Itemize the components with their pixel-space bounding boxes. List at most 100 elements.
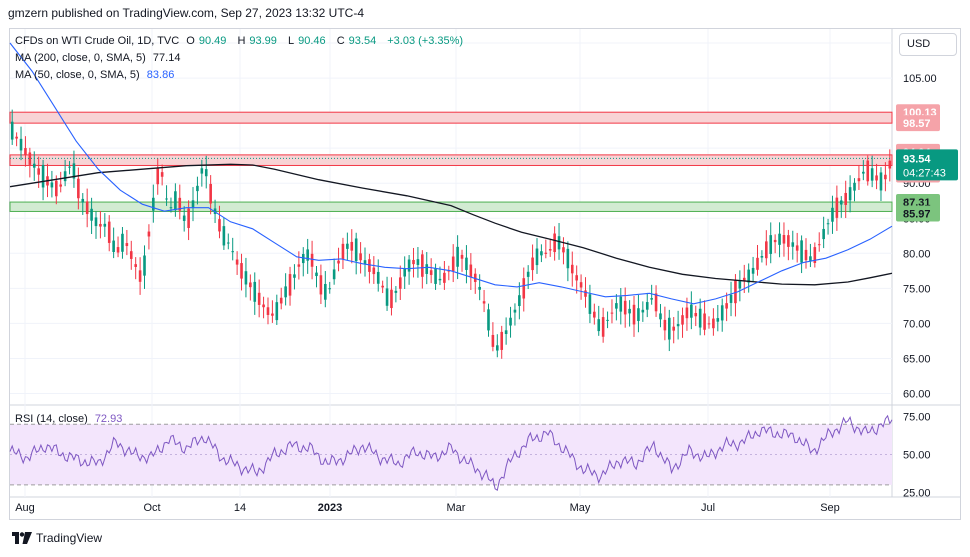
- candle-down: [310, 253, 314, 267]
- candle-down: [844, 192, 847, 205]
- candle-up: [826, 223, 830, 225]
- candle-up: [231, 251, 235, 253]
- candle-up: [174, 191, 177, 211]
- candle-up: [81, 198, 85, 203]
- candle-down: [116, 247, 120, 253]
- close-label: C: [336, 35, 345, 47]
- candle-down: [288, 274, 292, 296]
- high-value: 93.99: [249, 35, 277, 47]
- candle-up: [809, 256, 812, 261]
- time-axis-tick-label: 14: [234, 502, 246, 514]
- candle-up: [822, 228, 825, 240]
- candle-up: [645, 302, 649, 310]
- candle-down: [257, 292, 261, 305]
- close-value: 93.54: [348, 35, 377, 47]
- ma200-legend[interactable]: MA (200, close, 0, SMA, 5) 77.14: [15, 52, 184, 64]
- candle-up: [769, 235, 773, 254]
- price-axis-tick-label: 80.00: [903, 248, 931, 260]
- candle-up: [504, 330, 508, 335]
- candle-down: [147, 231, 151, 237]
- candle-down: [271, 313, 274, 316]
- symbol-title[interactable]: CFDs on WTI Crude Oil, 1D, TVC: [15, 35, 180, 47]
- candle-down: [443, 272, 446, 283]
- candle-down: [765, 241, 768, 259]
- candle-up: [68, 166, 71, 168]
- candle-down: [451, 256, 455, 272]
- candle-down: [59, 184, 63, 187]
- candle-down: [685, 307, 689, 319]
- candle-up: [465, 257, 468, 270]
- candle-up: [253, 281, 257, 302]
- candle-down: [817, 244, 821, 246]
- candle-up: [385, 288, 389, 306]
- candle-down: [85, 201, 89, 215]
- candle-down: [129, 251, 133, 259]
- tag-countdown: 04:27:43: [903, 167, 946, 179]
- tag-last-price: 93.54: [903, 153, 931, 165]
- candle-up: [848, 187, 852, 201]
- candle-up: [509, 317, 512, 326]
- candle-down: [460, 254, 464, 259]
- candle-down: [773, 239, 777, 243]
- candle-down: [579, 282, 583, 288]
- candle-down: [341, 243, 345, 260]
- candle-down: [28, 152, 32, 165]
- candle-up: [650, 298, 653, 300]
- candle-down: [734, 280, 737, 304]
- candle-up: [324, 283, 327, 300]
- time-axis-tick-label: Oct: [143, 502, 160, 514]
- candle-up: [438, 278, 442, 281]
- candle-up: [747, 269, 750, 283]
- resistance-zone-upper: [9, 111, 893, 124]
- price-axis-tick-label: 75.00: [903, 283, 931, 295]
- candle-down: [601, 317, 605, 337]
- candle-up: [606, 319, 609, 321]
- candle-up: [831, 207, 834, 222]
- currency-button[interactable]: USD: [899, 33, 957, 56]
- tag-resistance-bottom: 98.57: [903, 118, 931, 130]
- footer-brand[interactable]: TradingView: [12, 531, 102, 545]
- candle-up: [698, 308, 702, 328]
- candle-down: [707, 323, 711, 325]
- candle-down: [178, 197, 182, 211]
- candle-up: [32, 163, 36, 168]
- candle-up: [94, 217, 98, 227]
- rsi-legend[interactable]: RSI (14, close) 72.93: [15, 413, 126, 425]
- candle-down: [218, 219, 221, 232]
- ma50-value: 83.86: [146, 69, 175, 81]
- candle-down: [390, 289, 393, 309]
- candle-down: [412, 259, 415, 265]
- candle-down: [187, 208, 190, 228]
- candle-down: [337, 260, 340, 264]
- candle-down: [469, 264, 473, 278]
- candle-up: [244, 271, 248, 285]
- candle-up: [637, 308, 640, 322]
- candle-up: [363, 260, 367, 264]
- candle-down: [500, 331, 504, 350]
- candle-up: [791, 242, 795, 247]
- tag-last-price-bg: [896, 149, 958, 181]
- candle-down: [24, 148, 27, 156]
- ma50-legend[interactable]: MA (50, close, 0, SMA, 5) 83.86: [15, 69, 178, 81]
- candle-up: [597, 319, 601, 332]
- candle-down: [125, 243, 129, 247]
- candle-down: [77, 178, 80, 199]
- candle-up: [204, 169, 208, 177]
- candle-down: [875, 175, 878, 181]
- tag-support-bottom: 85.97: [903, 208, 931, 220]
- candle-up: [293, 274, 296, 278]
- candle-up: [416, 259, 420, 265]
- candle-down: [99, 223, 102, 227]
- candle-up: [196, 185, 199, 192]
- candle-down: [782, 235, 786, 244]
- rsi-axis-tick-label: 50.00: [903, 450, 931, 462]
- price-axis-tick-label: 105.00: [903, 73, 937, 85]
- ma200-value: 77.14: [152, 52, 181, 64]
- candle-up: [143, 255, 146, 276]
- candle-down: [482, 301, 486, 304]
- time-axis-tick-label: 2023: [318, 502, 342, 514]
- candle-down: [156, 168, 160, 185]
- price-axis-tick-label: 60.00: [903, 388, 931, 400]
